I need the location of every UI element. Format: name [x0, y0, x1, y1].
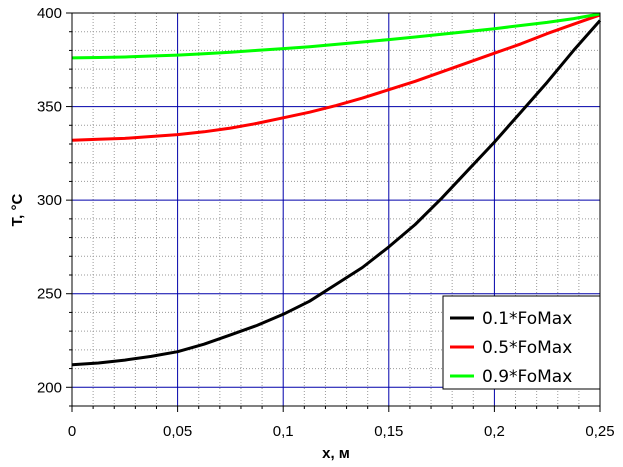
x-tick-labels: 0 0,05 0,1 0,15 0,2 0,25 [68, 423, 615, 440]
x-tick-label: 0 [68, 423, 76, 440]
legend-label: 0.9*FoMax [482, 367, 572, 387]
x-tick-label: 0,05 [163, 423, 192, 440]
y-tick-label: 300 [37, 192, 62, 209]
y-tick-label: 250 [37, 286, 62, 303]
y-tick-label: 200 [37, 379, 62, 396]
legend-label: 0.1*FoMax [482, 309, 572, 329]
axis-ticks [66, 12, 601, 412]
x-tick-label: 0,15 [374, 423, 403, 440]
y-tick-label: 400 [37, 5, 62, 22]
series-line-2 [71, 13, 601, 142]
x-axis-label: x, м [322, 445, 350, 462]
x-tick-label: 0,25 [585, 423, 614, 440]
y-axis-label: T, °C [9, 194, 26, 227]
series-line-3 [71, 12, 601, 60]
series-line-1 [71, 19, 602, 367]
y-tick-label: 350 [37, 99, 62, 116]
legend-box [442, 295, 601, 390]
x-tick-label: 0,1 [273, 423, 294, 440]
legend-label: 0.5*FoMax [482, 338, 572, 358]
x-tick-label: 0,2 [484, 423, 505, 440]
y-tick-labels: 200 250 300 350 400 [37, 5, 62, 396]
series-lines [71, 12, 602, 367]
legend: 0.1*FoMax 0.5*FoMax 0.9*FoMax [442, 295, 601, 390]
plot-area-frame [71, 12, 601, 407]
